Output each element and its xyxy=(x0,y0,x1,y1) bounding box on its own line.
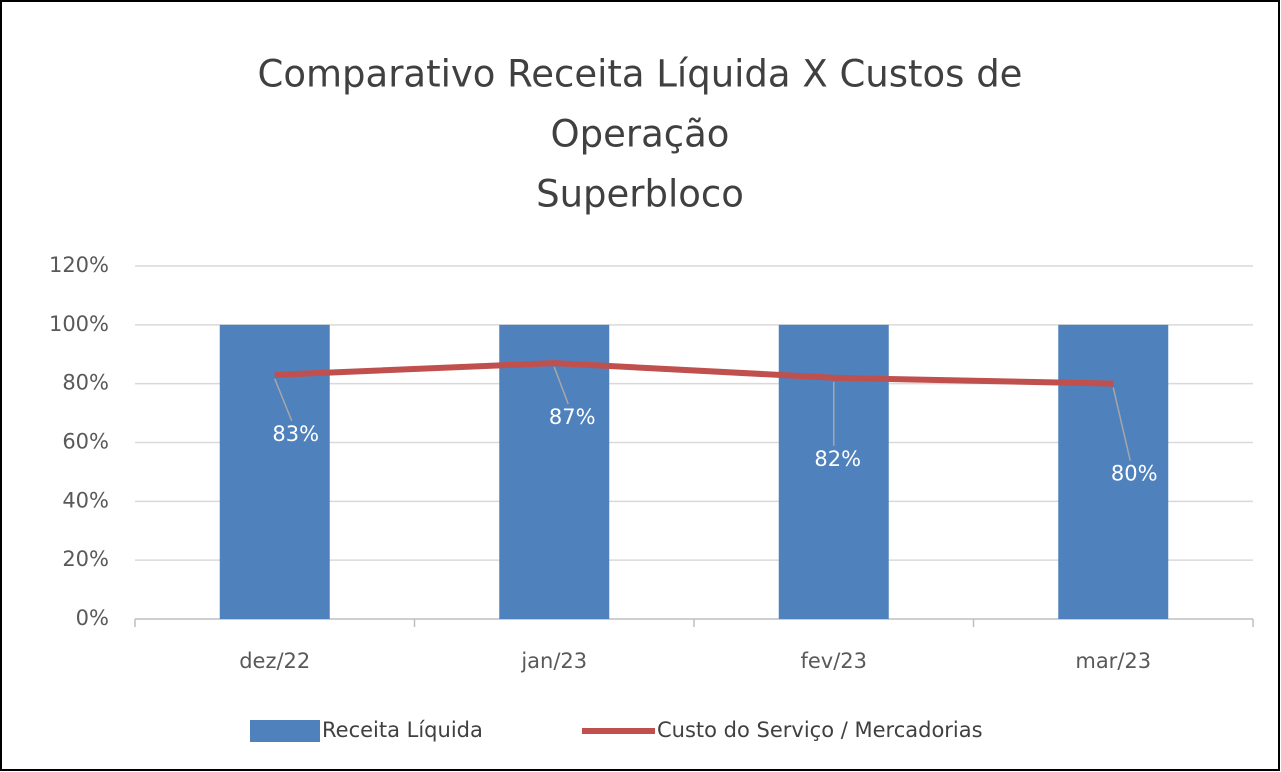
leader-line xyxy=(1112,387,1131,461)
x-tick-label: fev/23 xyxy=(800,649,867,673)
chart-title: Operação xyxy=(551,113,730,156)
y-tick-label: 120% xyxy=(49,253,109,277)
y-tick-label: 0% xyxy=(76,606,109,630)
leader-line xyxy=(553,366,569,405)
chart-subtitle: Superbloco xyxy=(536,173,744,216)
leader-line xyxy=(274,378,293,422)
legend-swatch xyxy=(250,720,320,742)
line xyxy=(274,360,1114,387)
y-tick-label: 40% xyxy=(62,488,109,512)
x-tick-label: jan/23 xyxy=(520,649,587,673)
y-tick-label: 60% xyxy=(62,430,109,454)
chart-title: Comparativo Receita Líquida X Custos de xyxy=(258,53,1023,96)
bar xyxy=(219,324,330,619)
data-label: 80% xyxy=(1111,462,1158,486)
y-tick-label: 20% xyxy=(62,547,109,571)
legend-label: Custo do Serviço / Mercadorias xyxy=(657,718,983,742)
legend-label: Receita Líquida xyxy=(322,718,483,742)
x-tick-label: mar/23 xyxy=(1075,649,1151,673)
bar xyxy=(778,324,889,619)
data-label: 82% xyxy=(814,447,861,471)
x-tick-label: dez/22 xyxy=(239,649,310,673)
data-label: 87% xyxy=(549,405,596,429)
bar xyxy=(1058,324,1169,619)
y-tick-label: 100% xyxy=(49,312,109,336)
data-label: 83% xyxy=(272,422,319,446)
y-tick-label: 80% xyxy=(62,371,109,395)
bar xyxy=(499,324,610,619)
